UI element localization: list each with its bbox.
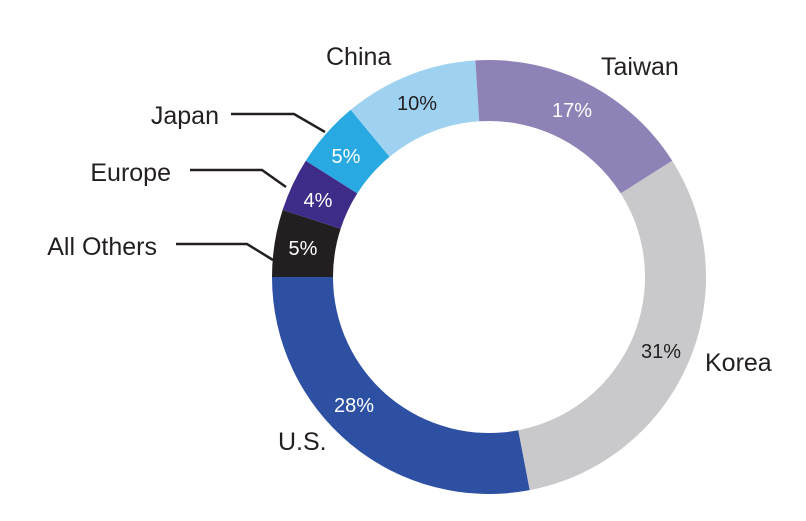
value-label-taiwan: 17%: [552, 100, 592, 122]
labels-layer: China Taiwan Japan Europe All Others Kor…: [47, 43, 772, 456]
leader-line-europe: [190, 168, 287, 189]
leader-line-all-others: [176, 242, 274, 262]
category-label-japan: Japan: [151, 102, 219, 130]
leader-lines-layer: [176, 112, 326, 262]
slice-taiwan: [475, 60, 673, 194]
leader-line-japan: [231, 112, 326, 134]
category-label-all-others: All Others: [47, 233, 157, 261]
value-label-korea: 31%: [641, 341, 681, 363]
slice-all-others: [272, 209, 341, 277]
slice-china: [350, 60, 480, 157]
slice-japan: [305, 109, 390, 194]
value-label-europe: 4%: [304, 190, 333, 212]
slice-europe: [282, 160, 358, 229]
slices-layer: [272, 60, 706, 494]
value-label-china: 10%: [397, 93, 437, 115]
category-label-korea: Korea: [705, 349, 772, 377]
category-label-taiwan: Taiwan: [601, 53, 679, 81]
category-label-china: China: [326, 43, 391, 71]
category-label-us: U.S.: [278, 428, 327, 456]
value-label-us: 28%: [334, 395, 374, 417]
value-label-all-others: 5%: [289, 238, 318, 260]
category-label-europe: Europe: [90, 159, 171, 187]
value-label-japan: 5%: [332, 146, 361, 168]
slice-korea: [518, 160, 706, 491]
slice-u-s: [272, 277, 530, 494]
